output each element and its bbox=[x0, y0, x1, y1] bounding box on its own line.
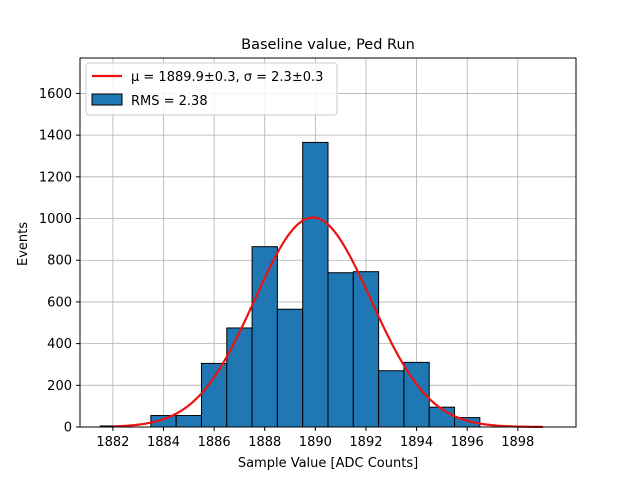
y-tick-label: 800 bbox=[47, 254, 72, 269]
histogram-bar bbox=[378, 370, 405, 428]
x-tick-label: 1894 bbox=[400, 435, 433, 450]
chart-title: Baseline value, Ped Run bbox=[241, 37, 415, 53]
histogram-bar bbox=[276, 308, 304, 428]
histogram-bar bbox=[327, 272, 354, 428]
x-axis-ticks: 1882 1884 1886 1888 1890 1892 1894 1896 1898 bbox=[96, 427, 534, 450]
legend: μ = 1889.9±0.3, σ = 2.3±0.3 RMS = 2.38 bbox=[85, 62, 338, 116]
histogram-bar bbox=[251, 246, 278, 428]
histogram-bar bbox=[175, 415, 202, 428]
y-tick-label: 400 bbox=[47, 337, 72, 352]
x-tick-label: 1888 bbox=[248, 435, 281, 450]
x-tick-label: 1886 bbox=[198, 435, 231, 450]
x-tick-label: 1896 bbox=[451, 435, 484, 450]
histogram-bar bbox=[352, 271, 380, 428]
y-tick-label: 0 bbox=[64, 421, 72, 436]
legend-histogram-swatch bbox=[91, 93, 123, 106]
x-tick-label: 1892 bbox=[349, 435, 382, 450]
plot-area-frame bbox=[79, 57, 577, 428]
x-tick-label: 1898 bbox=[501, 435, 534, 450]
legend-fit-label: μ = 1889.9±0.3, σ = 2.3±0.3 bbox=[131, 70, 323, 85]
y-tick-label: 600 bbox=[47, 295, 72, 310]
y-tick-label: 1600 bbox=[39, 87, 72, 102]
x-tick-label: 1882 bbox=[96, 435, 129, 450]
y-tick-label: 1000 bbox=[39, 212, 72, 227]
y-tick-label: 1200 bbox=[39, 170, 72, 185]
histogram-bar bbox=[226, 327, 253, 428]
legend-rms-label: RMS = 2.38 bbox=[131, 94, 208, 109]
histogram-bar bbox=[302, 141, 329, 428]
y-tick-label: 200 bbox=[47, 379, 72, 394]
y-tick-label: 1400 bbox=[39, 129, 72, 144]
y-axis-ticks: 0 200 400 600 800 1000 1200 1400 1600 bbox=[39, 87, 80, 436]
x-axis-label: Sample Value [ADC Counts] bbox=[238, 456, 418, 471]
legend-box bbox=[85, 62, 338, 116]
x-tick-label: 1884 bbox=[147, 435, 180, 450]
histogram-bar bbox=[200, 362, 228, 428]
x-tick-label: 1890 bbox=[299, 435, 332, 450]
y-axis-label: Events bbox=[16, 222, 31, 266]
gaussian-fit-curve bbox=[112, 216, 544, 429]
